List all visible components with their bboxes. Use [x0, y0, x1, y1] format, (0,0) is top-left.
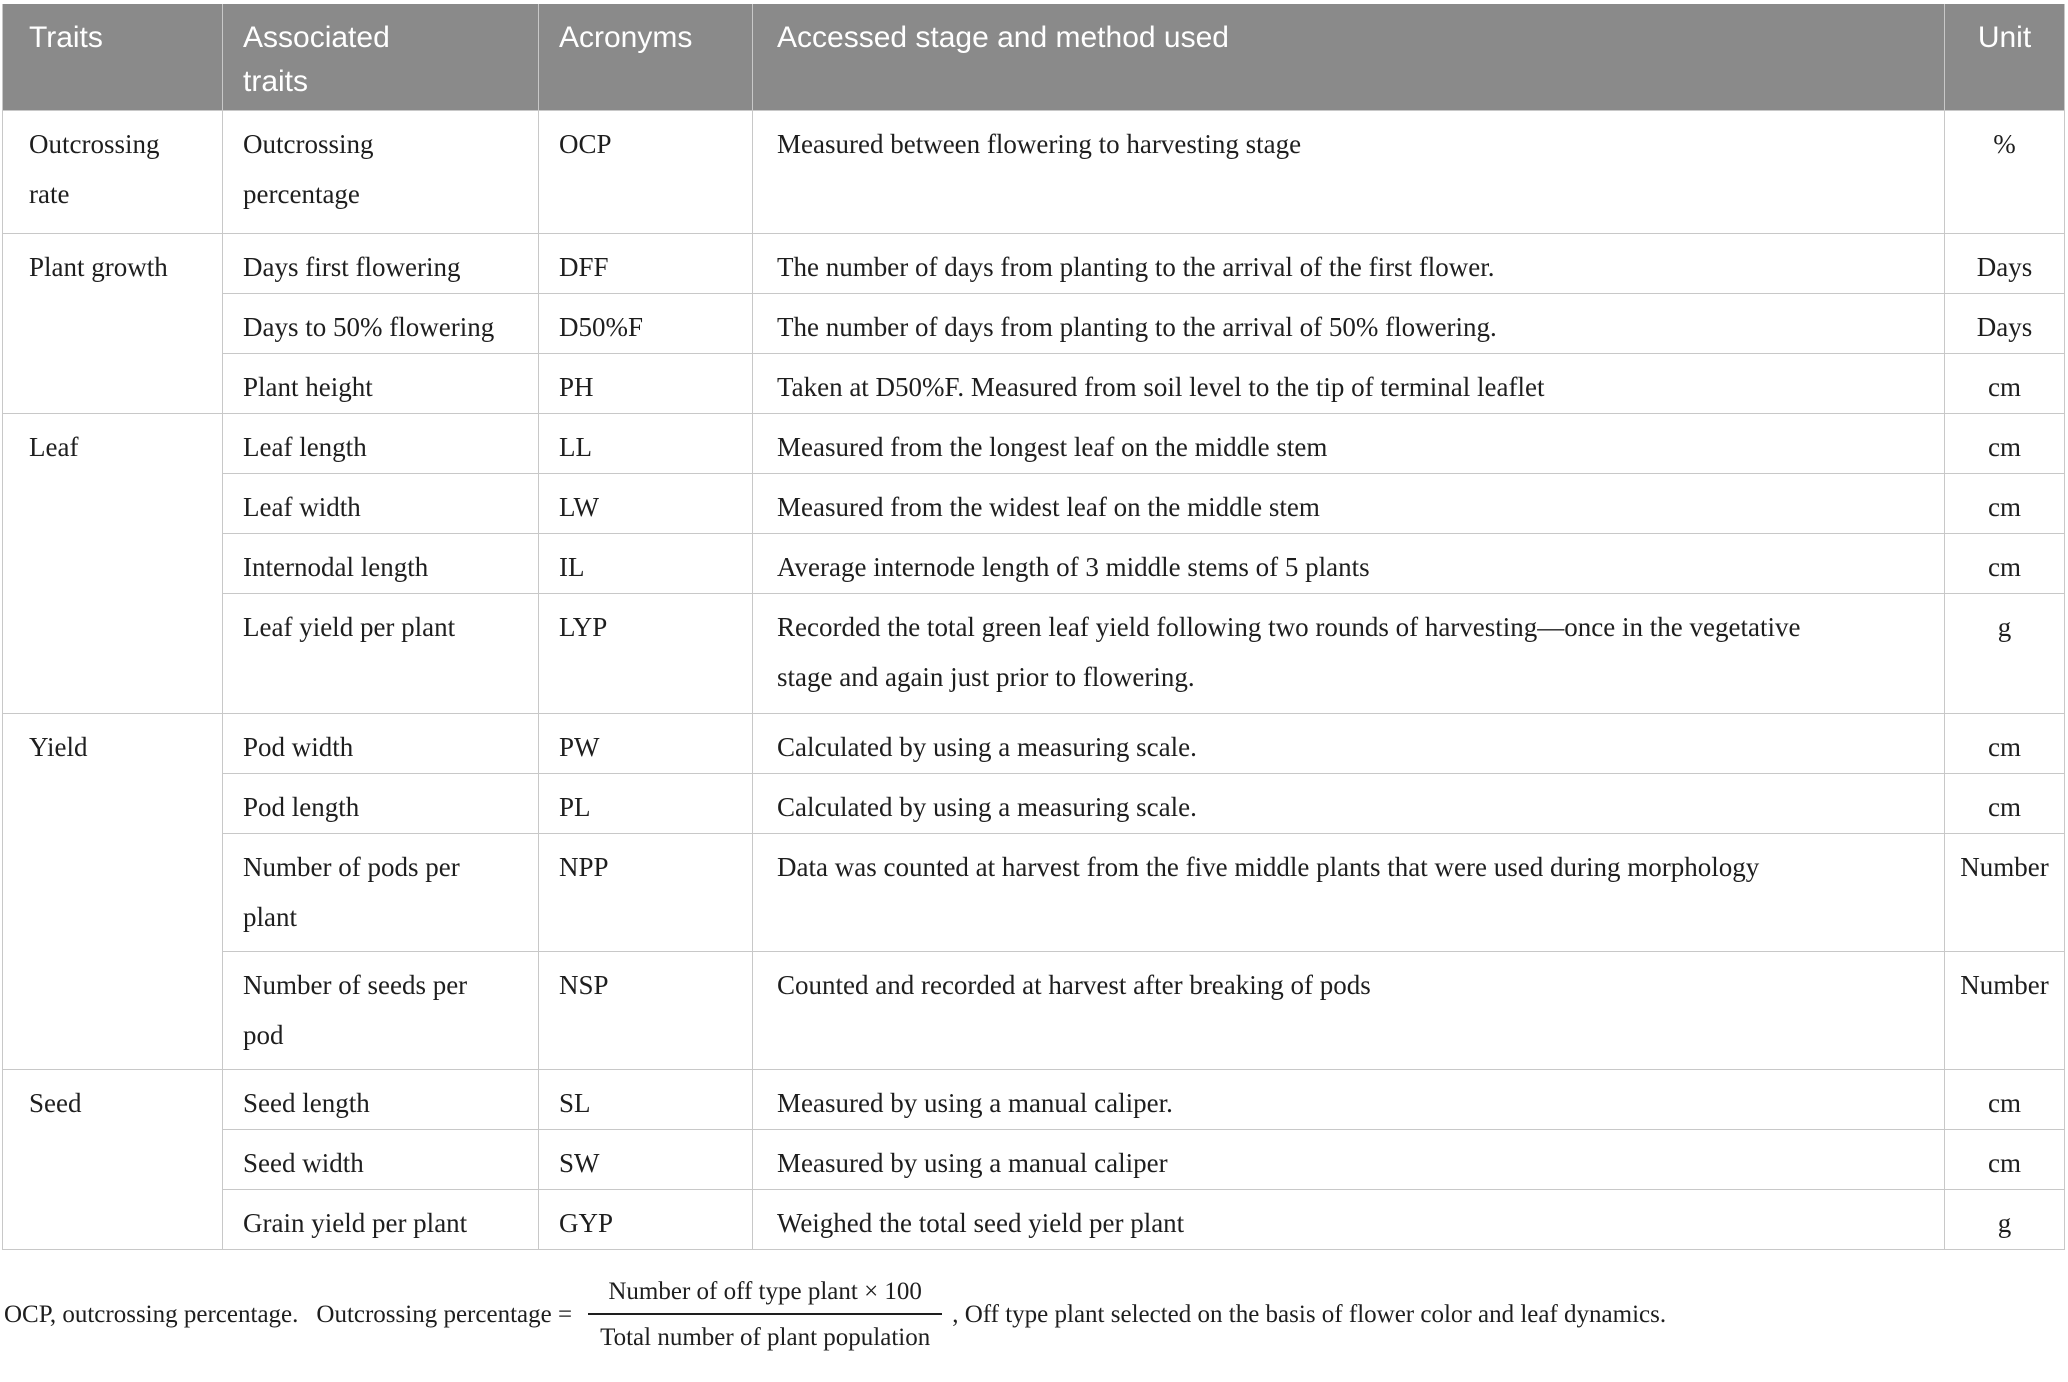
table-row: Days to 50% flowering D50%F The number o…: [3, 292, 2065, 354]
table-row: Leaf Leaf length LL Measured from the lo…: [2, 412, 2065, 714]
unit-cell: %: [1944, 109, 2065, 234]
table-row: Grain yield per plant GYP Weighed the to…: [3, 1188, 2065, 1250]
method-cell: Measured between flowering to harvesting…: [752, 109, 1945, 234]
acronym-cell: PH: [538, 352, 753, 414]
trait-group-cell: Seed: [2, 1068, 223, 1250]
formula-fraction: Number of off type plant × 100 Total num…: [588, 1276, 943, 1354]
unit-cell: g: [1944, 592, 2065, 714]
method-cell: The number of days from planting to the …: [752, 292, 1945, 354]
associated-cell: Days first flowering: [222, 232, 539, 294]
trait-group-cell: Leaf: [2, 412, 223, 714]
acronym-cell: D50%F: [538, 292, 753, 354]
header-method: Accessed stage and method used: [752, 4, 1945, 111]
header-associated-traits: Associated traits: [222, 4, 539, 111]
method-cell: The number of days from planting to the …: [752, 232, 1945, 294]
table-row: Leaf yield per plant LYP Recorded the to…: [3, 592, 2065, 714]
associated-cell: Pod length: [222, 772, 539, 834]
associated-cell: Seed width: [222, 1128, 539, 1190]
acronym-cell: IL: [538, 532, 753, 594]
table-header-row: Traits Associated traits Acronyms Access…: [2, 4, 2065, 111]
acronym-cell: PW: [538, 712, 753, 774]
unit-cell: Days: [1944, 292, 2065, 354]
method-cell: Measured by using a manual caliper: [752, 1128, 1945, 1190]
footnote-abbreviation: OCP, outcrossing percentage.: [4, 1300, 299, 1328]
acronym-cell: SL: [538, 1068, 753, 1130]
table-row: Internodal length IL Average internode l…: [3, 532, 2065, 594]
unit-cell: Days: [1944, 232, 2065, 294]
trait-group-cell: Plant growth: [2, 232, 223, 414]
associated-cell: Grain yield per plant: [222, 1188, 539, 1250]
method-cell: Data was counted at harvest from the fiv…: [752, 832, 1945, 952]
formula-label: Outcrossing percentage =: [316, 1300, 573, 1328]
acronym-cell: NSP: [538, 950, 753, 1070]
acronym-cell: LL: [538, 412, 753, 474]
method-cell: Counted and recorded at harvest after br…: [752, 950, 1945, 1070]
associated-cell: Number of pods per plant: [222, 832, 539, 952]
table-row: Leaf width LW Measured from the widest l…: [3, 472, 2065, 534]
associated-cell: Outcrossing percentage: [222, 109, 539, 234]
associated-cell: Leaf length: [222, 412, 539, 474]
table-row: Seed Seed length SL Measured by using a …: [2, 1068, 2065, 1250]
associated-cell: Number of seeds per pod: [222, 950, 539, 1070]
unit-cell: cm: [1944, 532, 2065, 594]
unit-cell: g: [1944, 1188, 2065, 1250]
associated-cell: Internodal length: [222, 532, 539, 594]
unit-cell: cm: [1944, 1128, 2065, 1190]
unit-cell: Number: [1944, 950, 2065, 1070]
acronym-cell: LW: [538, 472, 753, 534]
traits-table: Traits Associated traits Acronyms Access…: [2, 4, 2065, 1250]
header-unit: Unit: [1944, 4, 2065, 111]
header-traits: Traits: [2, 4, 223, 111]
acronym-cell: NPP: [538, 832, 753, 952]
paper-table-page: Traits Associated traits Acronyms Access…: [2, 4, 2066, 1354]
table-row: Pod length PL Calculated by using a meas…: [3, 772, 2065, 834]
unit-cell: Number: [1944, 832, 2065, 952]
header-acronyms: Acronyms: [538, 4, 753, 111]
method-cell: Calculated by using a measuring scale.: [752, 772, 1945, 834]
method-cell: Weighed the total seed yield per plant: [752, 1188, 1945, 1250]
method-cell: Measured from the longest leaf on the mi…: [752, 412, 1945, 474]
unit-cell: cm: [1944, 412, 2065, 474]
associated-cell: Leaf yield per plant: [222, 592, 539, 714]
method-cell: Measured from the widest leaf on the mid…: [752, 472, 1945, 534]
trait-group-cell: Yield: [2, 712, 223, 1070]
table-row: Yield Pod width PW Calculated by using a…: [2, 712, 2065, 1070]
acronym-cell: OCP: [538, 109, 753, 234]
method-cell: Taken at D50%F. Measured from soil level…: [752, 352, 1945, 414]
acronym-cell: DFF: [538, 232, 753, 294]
table-row: Number of seeds per pod NSP Counted and …: [3, 950, 2065, 1070]
acronym-cell: LYP: [538, 592, 753, 714]
acronym-cell: GYP: [538, 1188, 753, 1250]
formula-denominator: Total number of plant population: [588, 1312, 943, 1354]
footnote-suffix: , Off type plant selected on the basis o…: [952, 1300, 1667, 1328]
table-row: Plant growth Days first flowering DFF Th…: [2, 232, 2065, 414]
table-row: Number of pods per plant NPP Data was co…: [3, 832, 2065, 952]
unit-cell: cm: [1944, 352, 2065, 414]
associated-cell: Days to 50% flowering: [222, 292, 539, 354]
method-cell: Calculated by using a measuring scale.: [752, 712, 1945, 774]
table-footnote: OCP, outcrossing percentage. Outcrossing…: [4, 1276, 2066, 1354]
unit-cell: cm: [1944, 1068, 2065, 1130]
table-row: Seed width SW Measured by using a manual…: [3, 1128, 2065, 1190]
associated-cell: Pod width: [222, 712, 539, 774]
method-cell: Average internode length of 3 middle ste…: [752, 532, 1945, 594]
formula-numerator: Number of off type plant × 100: [608, 1277, 922, 1305]
method-cell: Recorded the total green leaf yield foll…: [752, 592, 1945, 714]
associated-cell: Leaf width: [222, 472, 539, 534]
unit-cell: cm: [1944, 712, 2065, 774]
associated-cell: Seed length: [222, 1068, 539, 1130]
table-row: Plant height PH Taken at D50%F. Measured…: [3, 352, 2065, 414]
trait-group-cell: Outcrossing rate: [2, 109, 223, 234]
acronym-cell: PL: [538, 772, 753, 834]
acronym-cell: SW: [538, 1128, 753, 1190]
method-cell: Measured by using a manual caliper.: [752, 1068, 1945, 1130]
table-row: Outcrossing rate Outcrossing percentage …: [2, 109, 2065, 234]
associated-cell: Plant height: [222, 352, 539, 414]
unit-cell: cm: [1944, 472, 2065, 534]
unit-cell: cm: [1944, 772, 2065, 834]
